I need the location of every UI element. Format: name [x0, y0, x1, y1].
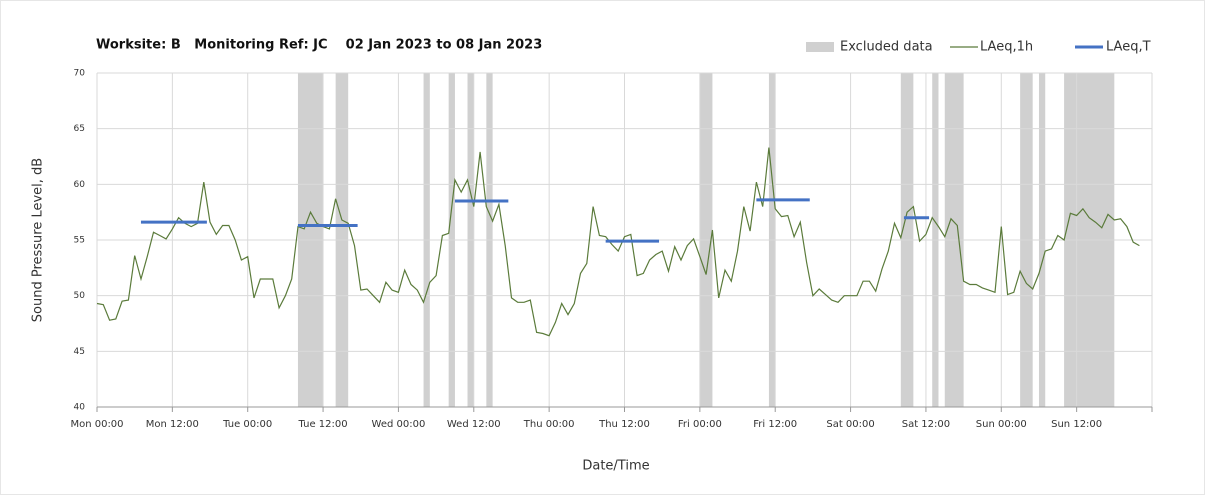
- x-tick-label: Sun 00:00: [976, 419, 1027, 430]
- y-tick-label: 40: [74, 403, 86, 413]
- x-tick-label: Fri 00:00: [678, 419, 722, 430]
- x-tick-label: Thu 12:00: [598, 419, 650, 430]
- legend-label: Excluded data: [840, 40, 933, 55]
- legend-label: LAeq,1h: [980, 40, 1033, 55]
- x-tick-label: Wed 12:00: [447, 419, 501, 430]
- x-tick-label: Wed 00:00: [372, 419, 426, 430]
- x-tick-label: Fri 12:00: [753, 419, 797, 430]
- y-tick-label: 45: [74, 347, 85, 357]
- x-tick-label: Mon 00:00: [70, 419, 123, 430]
- y-tick-label: 65: [74, 124, 85, 134]
- x-tick-label: Sat 12:00: [902, 419, 950, 430]
- x-tick-label: Sun 12:00: [1051, 419, 1102, 430]
- y-tick-label: 70: [74, 69, 86, 79]
- x-tick-label: Sat 00:00: [826, 419, 874, 430]
- x-tick-label: Tue 12:00: [298, 419, 348, 430]
- series-line: [96, 147, 1140, 337]
- y-tick-label: 50: [74, 291, 86, 301]
- legend-swatch: [806, 42, 834, 52]
- x-tick-label: Tue 00:00: [222, 419, 272, 430]
- x-axis-label: Date/Time: [582, 459, 649, 474]
- x-tick-label: Thu 00:00: [523, 419, 575, 430]
- y-tick-label: 55: [74, 236, 85, 246]
- chart-title: Worksite: B Monitoring Ref: JC 02 Jan 20…: [96, 38, 542, 53]
- y-axis-label: Sound Pressure Level, dB: [31, 158, 46, 322]
- x-tick-label: Mon 12:00: [146, 419, 199, 430]
- y-tick-label: 60: [74, 180, 86, 190]
- legend-label: LAeq,T: [1106, 40, 1151, 55]
